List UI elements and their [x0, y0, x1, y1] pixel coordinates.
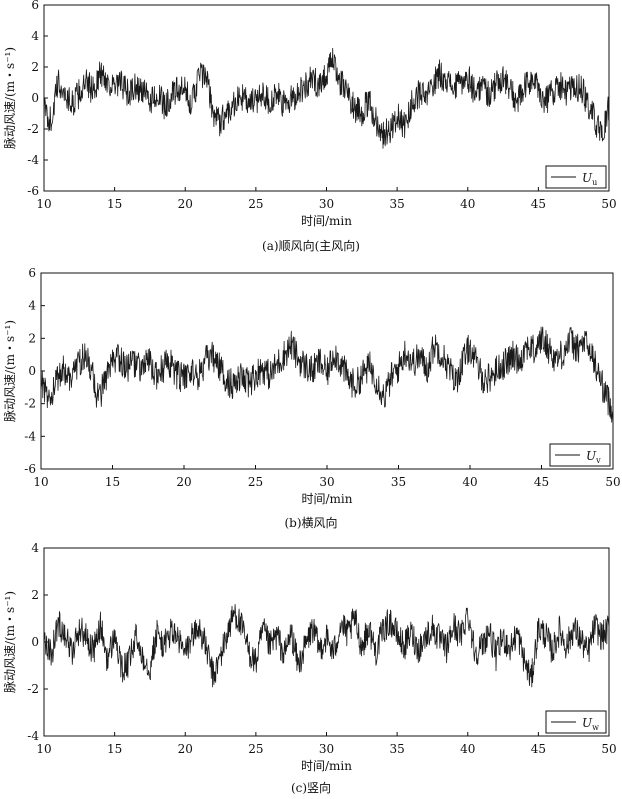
x-tick-label: 25 [248, 475, 263, 489]
y-tick-label: 4 [31, 29, 39, 43]
y-tick-label: -4 [27, 153, 39, 167]
y-axis-title: 脉动风速/(m・s⁻¹) [2, 47, 17, 149]
x-tick-label: 10 [36, 742, 51, 756]
series-line-Uv [40, 326, 614, 423]
x-tick-label: 20 [178, 742, 193, 756]
legend-subscript: w [592, 723, 599, 732]
x-tick-label: 40 [462, 475, 477, 489]
x-tick-label: 10 [36, 197, 51, 211]
panel-caption: (c)竖向 [291, 780, 331, 795]
panel-caption: (b)横风向 [284, 515, 337, 530]
y-axis-title: 脉动风速/(m・s⁻¹) [2, 320, 17, 422]
legend-symbol: U [586, 449, 597, 463]
y-tick-label: 6 [28, 266, 36, 280]
y-tick-label: -4 [27, 729, 39, 743]
y-tick-label: -2 [27, 682, 39, 696]
panel-c: 10 15 20 25 30 35 40 45 50 -4 -2 0 2 4 时间/min 脉动风速/(m・s… [2, 541, 617, 795]
x-tick-label: 30 [319, 742, 334, 756]
y-tick-label: 0 [28, 364, 36, 378]
x-tick-label: 20 [178, 197, 193, 211]
panel-b: 10 15 20 25 30 35 40 45 50 -6 -4 -2 0 2 4 6 时间/min 脉动风速/(… [2, 266, 621, 530]
x-tick-label: 20 [176, 475, 191, 489]
x-tick-label: 35 [389, 197, 404, 211]
plot-frame [43, 4, 610, 192]
x-tick-label: 25 [248, 197, 263, 211]
panel-a: 10 15 20 25 30 35 40 45 50 -6 -4 -2 0 2 4 6 时间/min 脉动风速/(… [2, 0, 617, 253]
legend-subscript: v [595, 456, 601, 465]
x-tick-label: 35 [391, 475, 406, 489]
x-tick-label: 45 [534, 475, 549, 489]
x-axis-title: 时间/min [301, 759, 352, 773]
series-line-Uw [43, 604, 610, 688]
x-axis-title: 时间/min [302, 492, 353, 506]
x-axis-title: 时间/min [301, 214, 352, 228]
legend-label: Uv [586, 449, 601, 465]
y-tick-label: -4 [24, 429, 36, 443]
x-tick-label: 50 [601, 742, 616, 756]
y-tick-label: 0 [31, 635, 39, 649]
y-tick-label: 2 [31, 60, 39, 74]
series-line-Uu [43, 47, 610, 149]
panel-caption: (a)顺风向(主风向) [262, 238, 360, 253]
x-tick-label: 45 [531, 197, 546, 211]
x-tick-label: 15 [107, 742, 122, 756]
legend-label: Uu [582, 171, 597, 187]
plot-frame [43, 547, 610, 737]
legend-symbol: U [582, 716, 593, 730]
legend-subscript: u [592, 178, 597, 187]
x-tick-label: 10 [33, 475, 48, 489]
legend-symbol: U [582, 171, 593, 185]
x-tick-label: 30 [319, 475, 334, 489]
y-axis-title: 脉动风速/(m・s⁻¹) [2, 591, 17, 693]
x-tick-label: 15 [107, 197, 122, 211]
y-tick-label: 6 [31, 0, 39, 12]
legend-label: Uw [582, 716, 599, 732]
x-tick-label: 50 [601, 197, 616, 211]
x-tick-label: 30 [319, 197, 334, 211]
y-tick-label: 0 [31, 91, 39, 105]
y-tick-label: 2 [28, 331, 36, 345]
y-tick-label: -6 [24, 462, 36, 476]
x-tick-label: 40 [460, 197, 475, 211]
y-tick-label: -2 [24, 397, 36, 411]
x-tick-label: 25 [248, 742, 263, 756]
y-tick-label: -6 [27, 184, 39, 198]
x-tick-label: 50 [605, 475, 620, 489]
x-tick-label: 15 [105, 475, 120, 489]
x-tick-label: 45 [531, 742, 546, 756]
y-tick-label: 2 [31, 588, 39, 602]
y-tick-label: 4 [31, 541, 39, 555]
x-tick-label: 40 [460, 742, 475, 756]
y-tick-label: 4 [28, 299, 36, 313]
y-tick-label: -2 [27, 122, 39, 136]
x-tick-label: 35 [389, 742, 404, 756]
